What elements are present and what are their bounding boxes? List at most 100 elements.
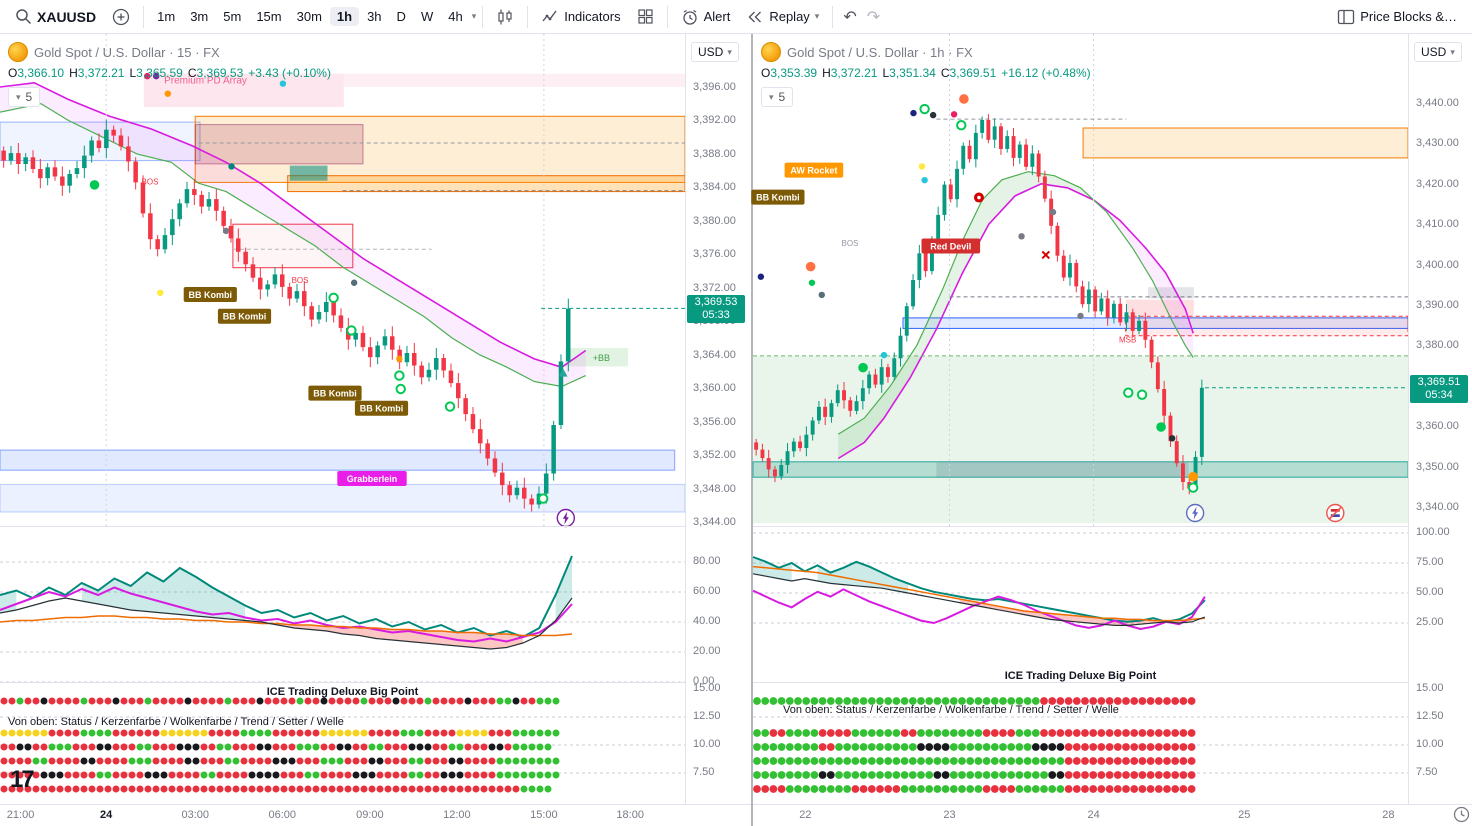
oscillator-line-orange bbox=[0, 615, 573, 637]
signal-dot-row bbox=[0, 771, 560, 779]
candle-body bbox=[1074, 263, 1079, 287]
timeframe-3h[interactable]: 3h bbox=[367, 9, 382, 24]
oscillator-pane-1h[interactable] bbox=[752, 526, 1408, 683]
cloud-fill bbox=[294, 208, 302, 238]
candle-body bbox=[52, 167, 58, 177]
redo-button[interactable]: ↷ bbox=[863, 4, 884, 30]
signal-dot-marker bbox=[805, 261, 816, 272]
undo-button[interactable]: ↶ bbox=[839, 4, 860, 30]
cloud-fill bbox=[548, 363, 555, 386]
timeframe-4h[interactable]: 4h bbox=[448, 9, 463, 24]
candle-body bbox=[967, 145, 972, 160]
symbol-title[interactable]: Gold Spot / U.S. Dollar · 1h · FX bbox=[787, 44, 973, 60]
oscillator-teal-fill bbox=[114, 578, 131, 610]
indicators-collapse-chip[interactable]: ▾ 5 bbox=[8, 87, 41, 107]
price-chart-1h[interactable]: AW Rocket BB Kombi Red Devil BOS MSB bbox=[751, 34, 1409, 526]
timezone-clock-button[interactable] bbox=[1453, 806, 1470, 826]
cloud-fill bbox=[171, 137, 179, 168]
chart-tag-bg bbox=[921, 238, 981, 254]
chart-text-label: BOS bbox=[142, 178, 159, 187]
price-axis-15m[interactable]: USD ▾ 3,369.53 05:33 3,396.00 3,392.00 3,3… bbox=[685, 34, 752, 528]
currency-selector[interactable]: USD ▾ bbox=[691, 42, 739, 62]
signal-dot-marker bbox=[910, 109, 917, 117]
signal-ring-marker bbox=[346, 325, 357, 336]
oscillator-red-fill bbox=[424, 631, 442, 645]
signal-dot-row bbox=[0, 697, 560, 705]
cloud-fill bbox=[877, 393, 884, 427]
candle-body bbox=[1162, 389, 1167, 416]
oscillator-axis-label: 50.00 bbox=[1416, 586, 1444, 598]
replay-button[interactable]: Replay ▾ bbox=[739, 4, 826, 30]
chart-tag-bg bbox=[751, 189, 805, 205]
candle-body bbox=[192, 189, 197, 195]
candle-body bbox=[206, 199, 212, 207]
time-axis-1h[interactable]: 22 23 24 25 28 bbox=[753, 804, 1472, 826]
oscillator-teal-fill bbox=[179, 568, 197, 616]
compare-add-symbol-button[interactable] bbox=[105, 4, 137, 30]
cloud-fill bbox=[445, 308, 453, 338]
candle-body bbox=[1086, 289, 1091, 305]
oscillator-axis-15m[interactable]: 80.00 60.00 40.00 20.00 0.00 bbox=[685, 526, 752, 687]
candle-body bbox=[1174, 441, 1179, 464]
dots-axis-1h[interactable]: 15.00 12.50 10.00 7.50 bbox=[1408, 682, 1472, 804]
candle-body bbox=[1199, 387, 1204, 457]
chart-type-button[interactable] bbox=[489, 4, 521, 30]
candle-body bbox=[140, 182, 146, 214]
cloud-fill bbox=[1139, 241, 1146, 270]
tradingview-logo[interactable]: 17 bbox=[10, 766, 35, 793]
chart-tag-label: AW Rocket bbox=[790, 166, 837, 176]
signal-ring-marker bbox=[1123, 387, 1134, 398]
alert-button[interactable]: Alert bbox=[674, 4, 738, 30]
cloud-fill bbox=[48, 89, 55, 113]
timeframe-3m[interactable]: 3m bbox=[190, 9, 209, 24]
signal-ring-marker bbox=[444, 401, 456, 412]
symbol-search-button[interactable]: XAUUSD bbox=[8, 4, 103, 30]
candle-body bbox=[478, 429, 483, 444]
oscillator-axis-1h[interactable]: 100.00 75.00 50.00 25.00 bbox=[1408, 526, 1472, 682]
time-axis-15m[interactable]: 21:00 24 03:00 06:00 09:00 12:00 15:00 18:00 bbox=[0, 804, 751, 826]
candle-body bbox=[810, 420, 815, 435]
candle-body bbox=[1143, 320, 1148, 340]
timeframe-1m[interactable]: 1m bbox=[157, 9, 176, 24]
timeframe-5m[interactable]: 5m bbox=[223, 9, 242, 24]
oscillator-pane-15m[interactable] bbox=[0, 526, 685, 683]
timeframe-W[interactable]: W bbox=[420, 9, 434, 24]
cloud-fill bbox=[500, 342, 507, 368]
time-axis-label: 18:00 bbox=[616, 809, 644, 821]
gold-coin-icon bbox=[761, 42, 781, 62]
dots-axis-15m[interactable]: 15.00 12.50 10.00 7.50 bbox=[685, 682, 752, 804]
price-blocks-panel-button[interactable]: Price Blocks &… bbox=[1330, 4, 1464, 30]
signal-dot-row bbox=[0, 757, 560, 765]
candle-body bbox=[955, 168, 959, 200]
signal-dot-row bbox=[753, 785, 1196, 793]
currency-selector[interactable]: USD ▾ bbox=[1414, 42, 1462, 62]
timeframe-chevron-icon[interactable]: ▾ bbox=[471, 11, 477, 21]
cloud-fill bbox=[89, 107, 96, 134]
symbol-title[interactable]: Gold Spot / U.S. Dollar · 15 · FX bbox=[34, 44, 220, 60]
timeframe-15m[interactable]: 15m bbox=[256, 9, 282, 24]
indicators-collapse-chip[interactable]: ▾ 5 bbox=[761, 87, 794, 107]
chart-tag-label: BB Kombi bbox=[313, 389, 357, 399]
time-axis-label: 09:00 bbox=[356, 809, 384, 821]
oscillator-red-fill bbox=[1088, 617, 1102, 625]
price-axis-1h[interactable]: USD ▾ 3,369.51 05:34 3,440.00 3,430.00 3,4… bbox=[1408, 34, 1472, 526]
candle-body bbox=[892, 358, 897, 377]
cloud-fill bbox=[301, 213, 309, 242]
price-axis-label: 3,440.00 bbox=[1416, 97, 1459, 109]
cloud-fill bbox=[41, 86, 48, 108]
cloud-fill bbox=[123, 120, 131, 151]
candle-body bbox=[1005, 136, 1010, 149]
timeframe-D[interactable]: D bbox=[396, 9, 406, 24]
indicators-button[interactable]: Indicators bbox=[534, 4, 627, 30]
signal-dots-pane-1h bbox=[753, 682, 1408, 793]
price-blocks-label: Price Blocks &… bbox=[1360, 9, 1457, 24]
cloud-fill bbox=[857, 418, 865, 447]
indicator-templates-button[interactable] bbox=[630, 4, 661, 30]
candle-body bbox=[522, 487, 527, 499]
timeframe-30m[interactable]: 30m bbox=[296, 9, 322, 24]
timeframe-1h[interactable]: 1h bbox=[329, 7, 360, 26]
candle-body bbox=[948, 184, 953, 200]
candle-body bbox=[243, 251, 248, 265]
signal-dot-marker bbox=[350, 279, 358, 286]
